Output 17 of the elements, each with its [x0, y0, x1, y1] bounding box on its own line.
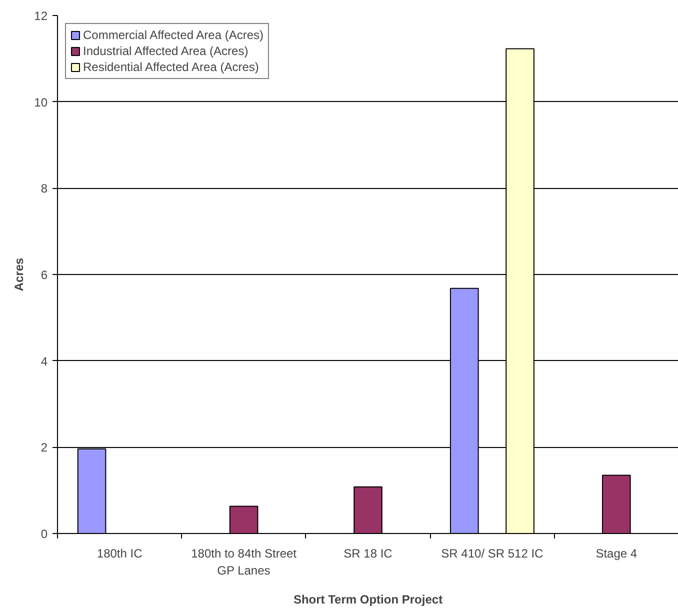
y-tick-label: 6	[40, 268, 48, 282]
y-tick-label: 8	[40, 182, 48, 196]
x-tick-label: 180th to 84th Street GP Lanes	[191, 546, 298, 578]
x-tick-label: Stage 4	[596, 546, 638, 560]
y-tick-label: 12	[34, 9, 48, 23]
legend-label: Industrial Affected Area (Acres)	[83, 44, 248, 58]
x-tick-label: SR 18 IC	[344, 546, 393, 560]
legend-label: Commercial Affected Area (Acres)	[83, 28, 264, 42]
x-tick-label: SR 410/ SR 512 IC	[441, 546, 544, 560]
y-tick-label: 10	[34, 95, 48, 110]
y-axis-title: Acres	[12, 257, 26, 292]
legend-label: Residential Affected Area (Acres)	[83, 60, 259, 74]
y-tick-label: 2	[40, 440, 48, 455]
y-tick-label: 0	[40, 527, 48, 541]
y-tick-label: 4	[40, 354, 48, 368]
x-axis-title: Short Term Option Project	[293, 592, 443, 606]
x-tick-label: 180th IC	[96, 546, 143, 560]
